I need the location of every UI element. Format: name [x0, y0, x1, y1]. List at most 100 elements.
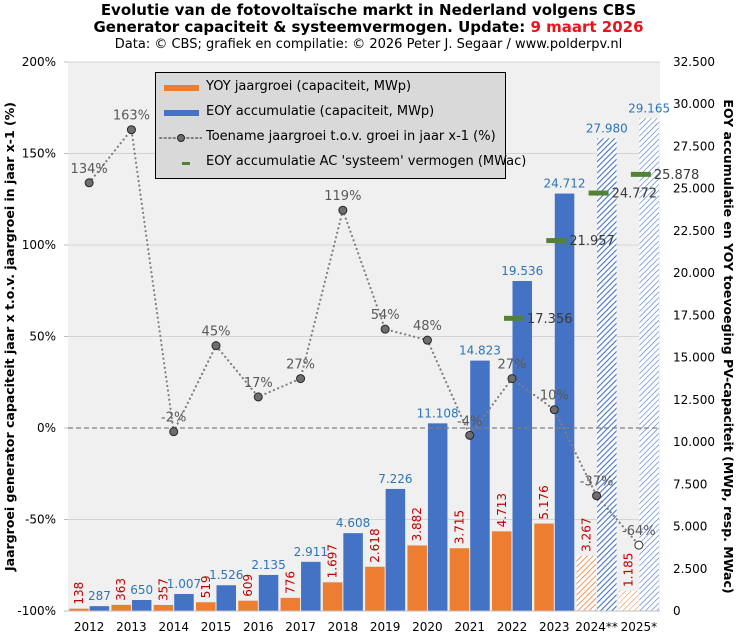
x-axis-tick-label: 2023 [539, 620, 570, 634]
orange-bar-swatch-icon [164, 85, 199, 91]
x-axis-tick-label: 2020 [412, 620, 443, 634]
eoy-bar [343, 533, 363, 611]
yoy-data-label: 776 [283, 571, 297, 594]
eoy-data-label: 14.823 [459, 344, 501, 358]
growth-data-label: 27% [286, 358, 315, 373]
yoy-data-label: 609 [241, 574, 255, 597]
x-axis-tick-label: 2019 [370, 620, 401, 634]
right-axis-tick-label: 27.500 [673, 139, 715, 153]
eoy-data-label: 287 [88, 589, 111, 603]
growth-point [592, 491, 602, 501]
yoy-bar [153, 604, 174, 611]
title-prefix: Generator capaciteit & systeemvermogen. … [93, 18, 531, 36]
x-axis-tick-label: 2012 [74, 620, 105, 634]
eoy-bar [131, 600, 152, 611]
x-axis-tick-label: 2024** [575, 620, 618, 634]
growth-data-label: 134% [71, 162, 108, 177]
yoy-bar [449, 548, 470, 611]
eoy-data-label: 650 [130, 583, 153, 597]
x-axis-tick-label: 2014 [158, 620, 189, 634]
x-axis-tick-label: 2021 [454, 620, 485, 634]
growth-data-label: 163% [113, 109, 150, 124]
growth-data-label: 119% [324, 189, 361, 204]
eoy-bar [512, 280, 532, 611]
yoy-data-label: 3.267 [579, 517, 593, 551]
x-axis-tick-label: 2017 [285, 620, 316, 634]
growth-point [465, 430, 475, 440]
ac-data-label: 21.957 [569, 234, 615, 249]
yoy-bar [407, 545, 427, 611]
growth-point [211, 341, 221, 351]
yoy-bar [238, 600, 258, 611]
update-date: 9 maart 2026 [530, 18, 644, 36]
legend: YOY jaargroei (capaciteit, MWp) EOY accu… [155, 72, 526, 179]
growth-point [634, 540, 644, 550]
eoy-data-label: 1.526 [209, 568, 243, 582]
eoy-bar [554, 193, 575, 611]
x-axis-tick-label: 2015 [201, 620, 232, 634]
right-axis-tick-label: 0 [673, 604, 681, 618]
yoy-bar [111, 604, 131, 611]
growth-data-label: -2% [161, 411, 186, 426]
yoy-bar [280, 597, 301, 611]
legend-item-growth: Toename jaargroei t.o.v. groei in jaar x… [156, 128, 505, 148]
eoy-data-label: 27.980 [586, 121, 628, 135]
yoy-data-label: 1.697 [326, 544, 340, 578]
eoy-bar [470, 360, 490, 611]
legend-label: EOY accumulatie (capaciteit, MWp) [206, 104, 435, 119]
growth-point [422, 335, 432, 345]
x-axis-tick-label: 2022 [497, 620, 528, 634]
chart-subtitle: Data: © CBS; grafiek en compilatie: © 20… [114, 37, 623, 52]
eoy-bar [258, 574, 279, 611]
eoy-data-label: 2.135 [251, 558, 285, 572]
eoy-bar [639, 118, 659, 611]
eoy-bar [174, 593, 194, 611]
blue-bar-swatch-icon [164, 110, 199, 116]
eoy-bar [301, 561, 321, 611]
yoy-data-label: 1.185 [622, 553, 636, 587]
green-dash-icon [182, 162, 190, 165]
right-axis-tick-label: 2.500 [673, 562, 707, 576]
growth-point [253, 392, 263, 402]
growth-line [88, 127, 640, 547]
right-axis-title: EOY accumulatie en YOY toevoeging PV-cap… [721, 99, 736, 593]
growth-data-label: 17% [244, 376, 273, 391]
right-axis-tick-label: 25.000 [673, 182, 715, 196]
growth-point [338, 205, 348, 215]
legend-label: EOY accumulatie AC 'systeem' vermogen (M… [206, 154, 527, 169]
growth-data-label: -37% [580, 475, 614, 490]
growth-data-label: -4% [457, 414, 482, 429]
growth-data-label: 54% [371, 308, 400, 323]
right-axis-tick-label: 17.500 [673, 308, 715, 322]
yoy-data-label: 5.176 [537, 485, 551, 519]
growth-data-label: 45% [202, 325, 231, 340]
yoy-bar [534, 523, 554, 611]
eoy-data-label: 29.165 [628, 101, 670, 115]
x-axis-tick-label: 2016 [243, 620, 274, 634]
yoy-data-label: 138 [72, 582, 86, 605]
legend-item-eoy: EOY accumulatie (capaciteit, MWp) [156, 103, 505, 123]
eoy-bar [216, 585, 236, 611]
left-axis-tick-label: 100% [22, 238, 56, 252]
growth-data-label: 48% [413, 319, 442, 334]
eoy-bar [427, 423, 448, 611]
ac-system-marker [630, 171, 651, 177]
yoy-data-label: 2.618 [368, 528, 382, 562]
yoy-bar [196, 602, 216, 611]
right-axis-tick-label: 5.000 [673, 520, 707, 534]
yoy-data-label: 4.713 [495, 493, 509, 527]
legend-label: YOY jaargroei (capaciteit, MWp) [206, 79, 412, 94]
yoy-data-label: 3.882 [410, 507, 424, 541]
right-axis-tick-label: 30.000 [673, 97, 715, 111]
left-axis-tick-label: 50% [29, 330, 56, 344]
eoy-data-label: 11.108 [417, 406, 459, 420]
legend-label: Toename jaargroei t.o.v. groei in jaar x… [206, 129, 496, 144]
eoy-data-label: 1.007 [167, 577, 201, 591]
right-axis-tick-label: 22.500 [673, 224, 715, 238]
left-axis-tick-label: 200% [22, 55, 56, 69]
growth-point [296, 374, 306, 384]
growth-point [380, 324, 390, 334]
growth-data-label: -64% [622, 524, 656, 539]
legend-item-yoy: YOY jaargroei (capaciteit, MWp) [156, 78, 505, 98]
growth-data-label: 10% [540, 389, 569, 404]
